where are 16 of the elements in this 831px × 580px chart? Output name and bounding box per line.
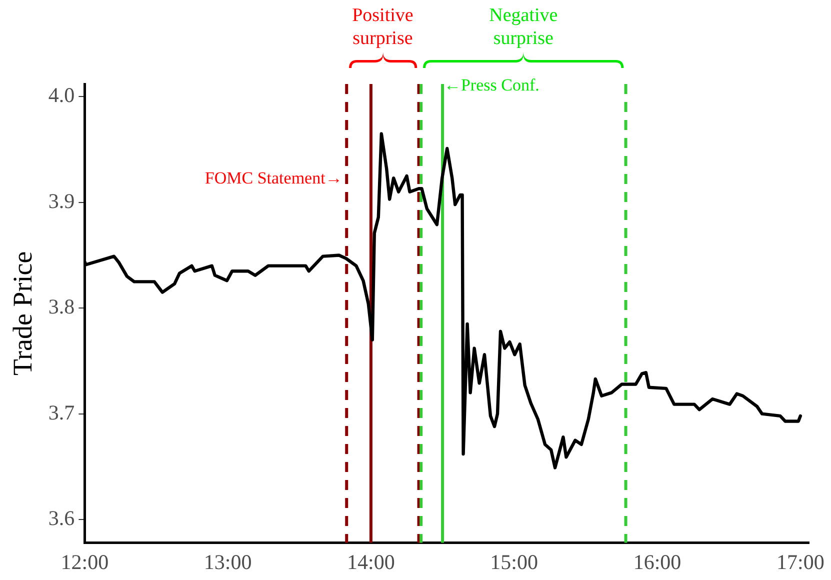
x-tick-label: 14:00 (347, 550, 395, 574)
annotation: FOMC Statement→ (204, 168, 342, 188)
y-tick-label: 3.6 (48, 506, 75, 530)
y-tick-label: 4.0 (48, 83, 75, 108)
x-tick-label: 16:00 (633, 550, 682, 574)
y-axis-title: Trade Price (7, 251, 38, 376)
x-tick-label: 17:00 (776, 550, 824, 574)
x-tick-label: 13:00 (204, 550, 252, 574)
annotation: ←Press Conf. (444, 76, 540, 95)
text: Negative surprise (489, 5, 558, 49)
x-tick-label: 12:00 (60, 550, 109, 574)
x-tick-label: 15:00 (490, 550, 538, 574)
text: Positive surprise (352, 5, 414, 49)
y-tick-label: 3.9 (48, 188, 75, 213)
y-tick-label: 3.7 (48, 400, 75, 424)
y-tick-label: 3.8 (48, 294, 75, 319)
